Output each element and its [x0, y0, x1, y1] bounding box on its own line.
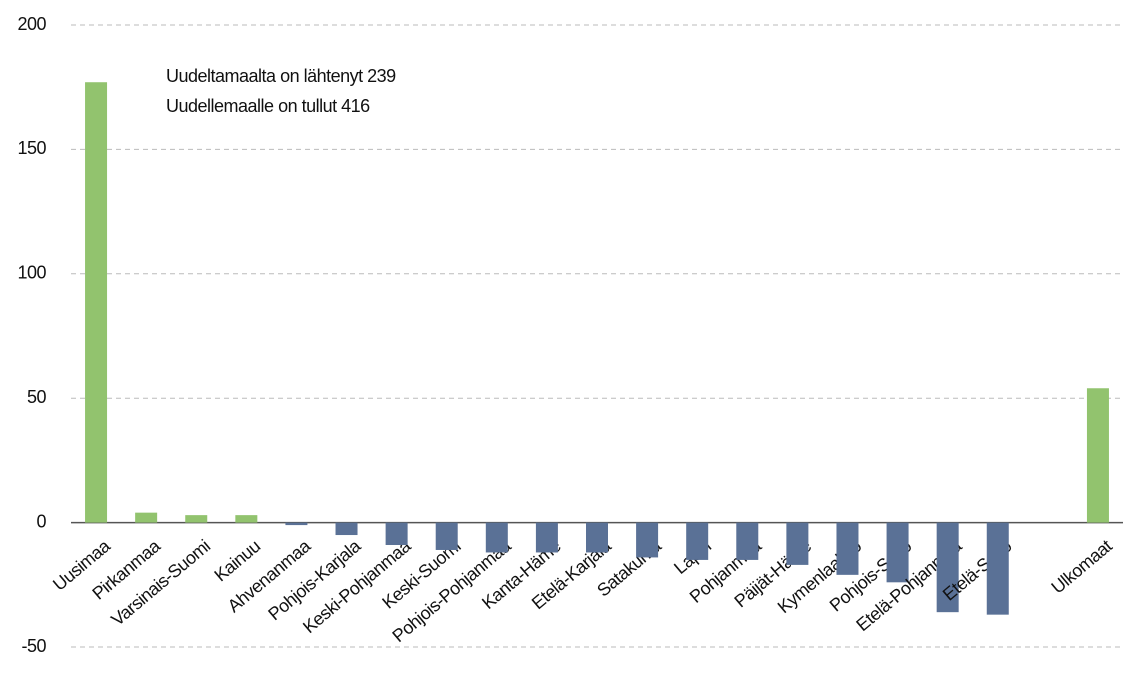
bar [185, 515, 208, 523]
bar [535, 522, 558, 553]
bar [936, 522, 959, 613]
bar [485, 522, 508, 553]
x-tick-label: Ulkomaat [1048, 536, 1116, 598]
y-tick-label: 0 [36, 511, 46, 531]
bar [1086, 388, 1109, 523]
bar [736, 522, 759, 560]
bar [335, 522, 358, 536]
bar [285, 522, 308, 526]
y-tick-label: 200 [17, 14, 46, 34]
bar [686, 522, 709, 560]
y-tick-label: 100 [17, 263, 46, 283]
y-tick-label: -50 [21, 636, 46, 656]
y-tick-label: 150 [17, 138, 46, 158]
bar [435, 522, 458, 550]
bar [135, 512, 158, 523]
bar [636, 522, 659, 558]
bar [235, 515, 258, 523]
bar [986, 522, 1009, 615]
bar [586, 522, 608, 553]
annotation: Uudellemaalle on tullut 416 [166, 96, 370, 116]
y-tick-label: 50 [27, 387, 47, 407]
annotation: Uudeltamaalta on lähtenyt 239 [166, 66, 396, 86]
bar [385, 522, 408, 545]
bar [786, 522, 809, 565]
bar [886, 522, 909, 583]
bar [836, 522, 859, 575]
bar [85, 82, 108, 523]
